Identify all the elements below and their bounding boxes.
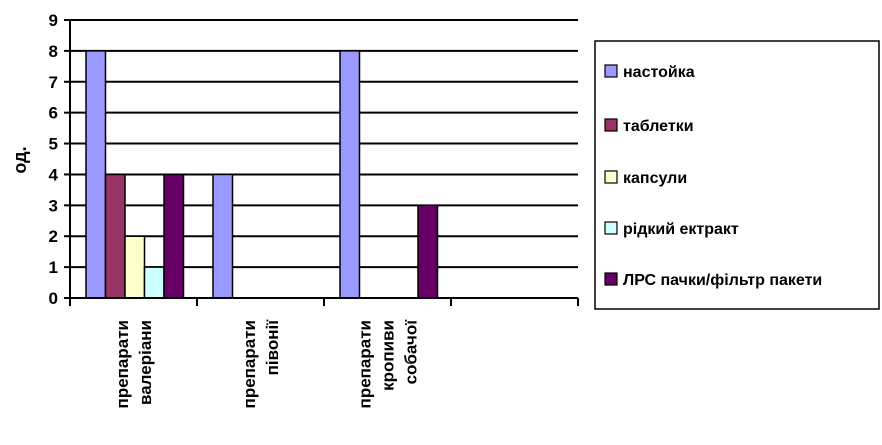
legend-label: настойка xyxy=(623,64,695,81)
y-tick-label: 7 xyxy=(49,73,58,92)
axes xyxy=(64,19,579,306)
legend: настойка таблетки капсули рідкий ектракт ЛРС… xyxy=(594,40,880,310)
bar xyxy=(339,50,361,299)
x-category-label: препарати xyxy=(240,320,259,408)
y-tick-label: 3 xyxy=(49,196,58,215)
x-category-label: препарати xyxy=(356,320,375,408)
bar xyxy=(212,173,234,299)
y-tick-label: 6 xyxy=(49,104,58,123)
bars xyxy=(85,50,439,299)
legend-swatch xyxy=(604,272,618,286)
bar xyxy=(163,173,185,299)
y-tick-label: 2 xyxy=(49,227,58,246)
legend-box xyxy=(594,40,880,310)
legend-swatch xyxy=(604,170,618,184)
y-tick-labels: 0 1 2 3 4 5 6 7 8 9 xyxy=(49,11,59,308)
y-tick-label: 4 xyxy=(49,165,59,184)
bar xyxy=(124,235,146,299)
x-category-label: кропиви xyxy=(379,320,398,391)
legend-label: капсули xyxy=(623,170,687,187)
legend-swatch xyxy=(604,221,618,235)
y-tick-label: 1 xyxy=(49,258,58,277)
y-tick-label: 8 xyxy=(49,42,58,61)
legend-label: таблетки xyxy=(623,118,694,135)
legend-swatch xyxy=(604,64,618,78)
gridlines xyxy=(70,19,578,269)
y-tick-label: 0 xyxy=(49,289,58,308)
x-category-label: валеріани xyxy=(136,320,155,405)
x-category-label: півонії xyxy=(263,319,282,376)
legend-label: рідкий ектракт xyxy=(623,221,739,238)
bar xyxy=(417,204,439,299)
y-axis-label: од. xyxy=(10,146,30,173)
x-category-label: собачої xyxy=(402,319,421,385)
bar xyxy=(85,50,107,299)
x-category-labels: препарати валеріани препарати півонії препар… xyxy=(113,319,421,409)
bar xyxy=(104,173,126,299)
y-tick-label: 9 xyxy=(49,11,58,30)
bar xyxy=(143,266,165,299)
x-category-label: препарати xyxy=(113,320,132,408)
legend-label: ЛРС пачки/фільтр пакети xyxy=(623,272,822,289)
legend-swatch xyxy=(604,118,618,132)
y-tick-label: 5 xyxy=(49,135,58,154)
